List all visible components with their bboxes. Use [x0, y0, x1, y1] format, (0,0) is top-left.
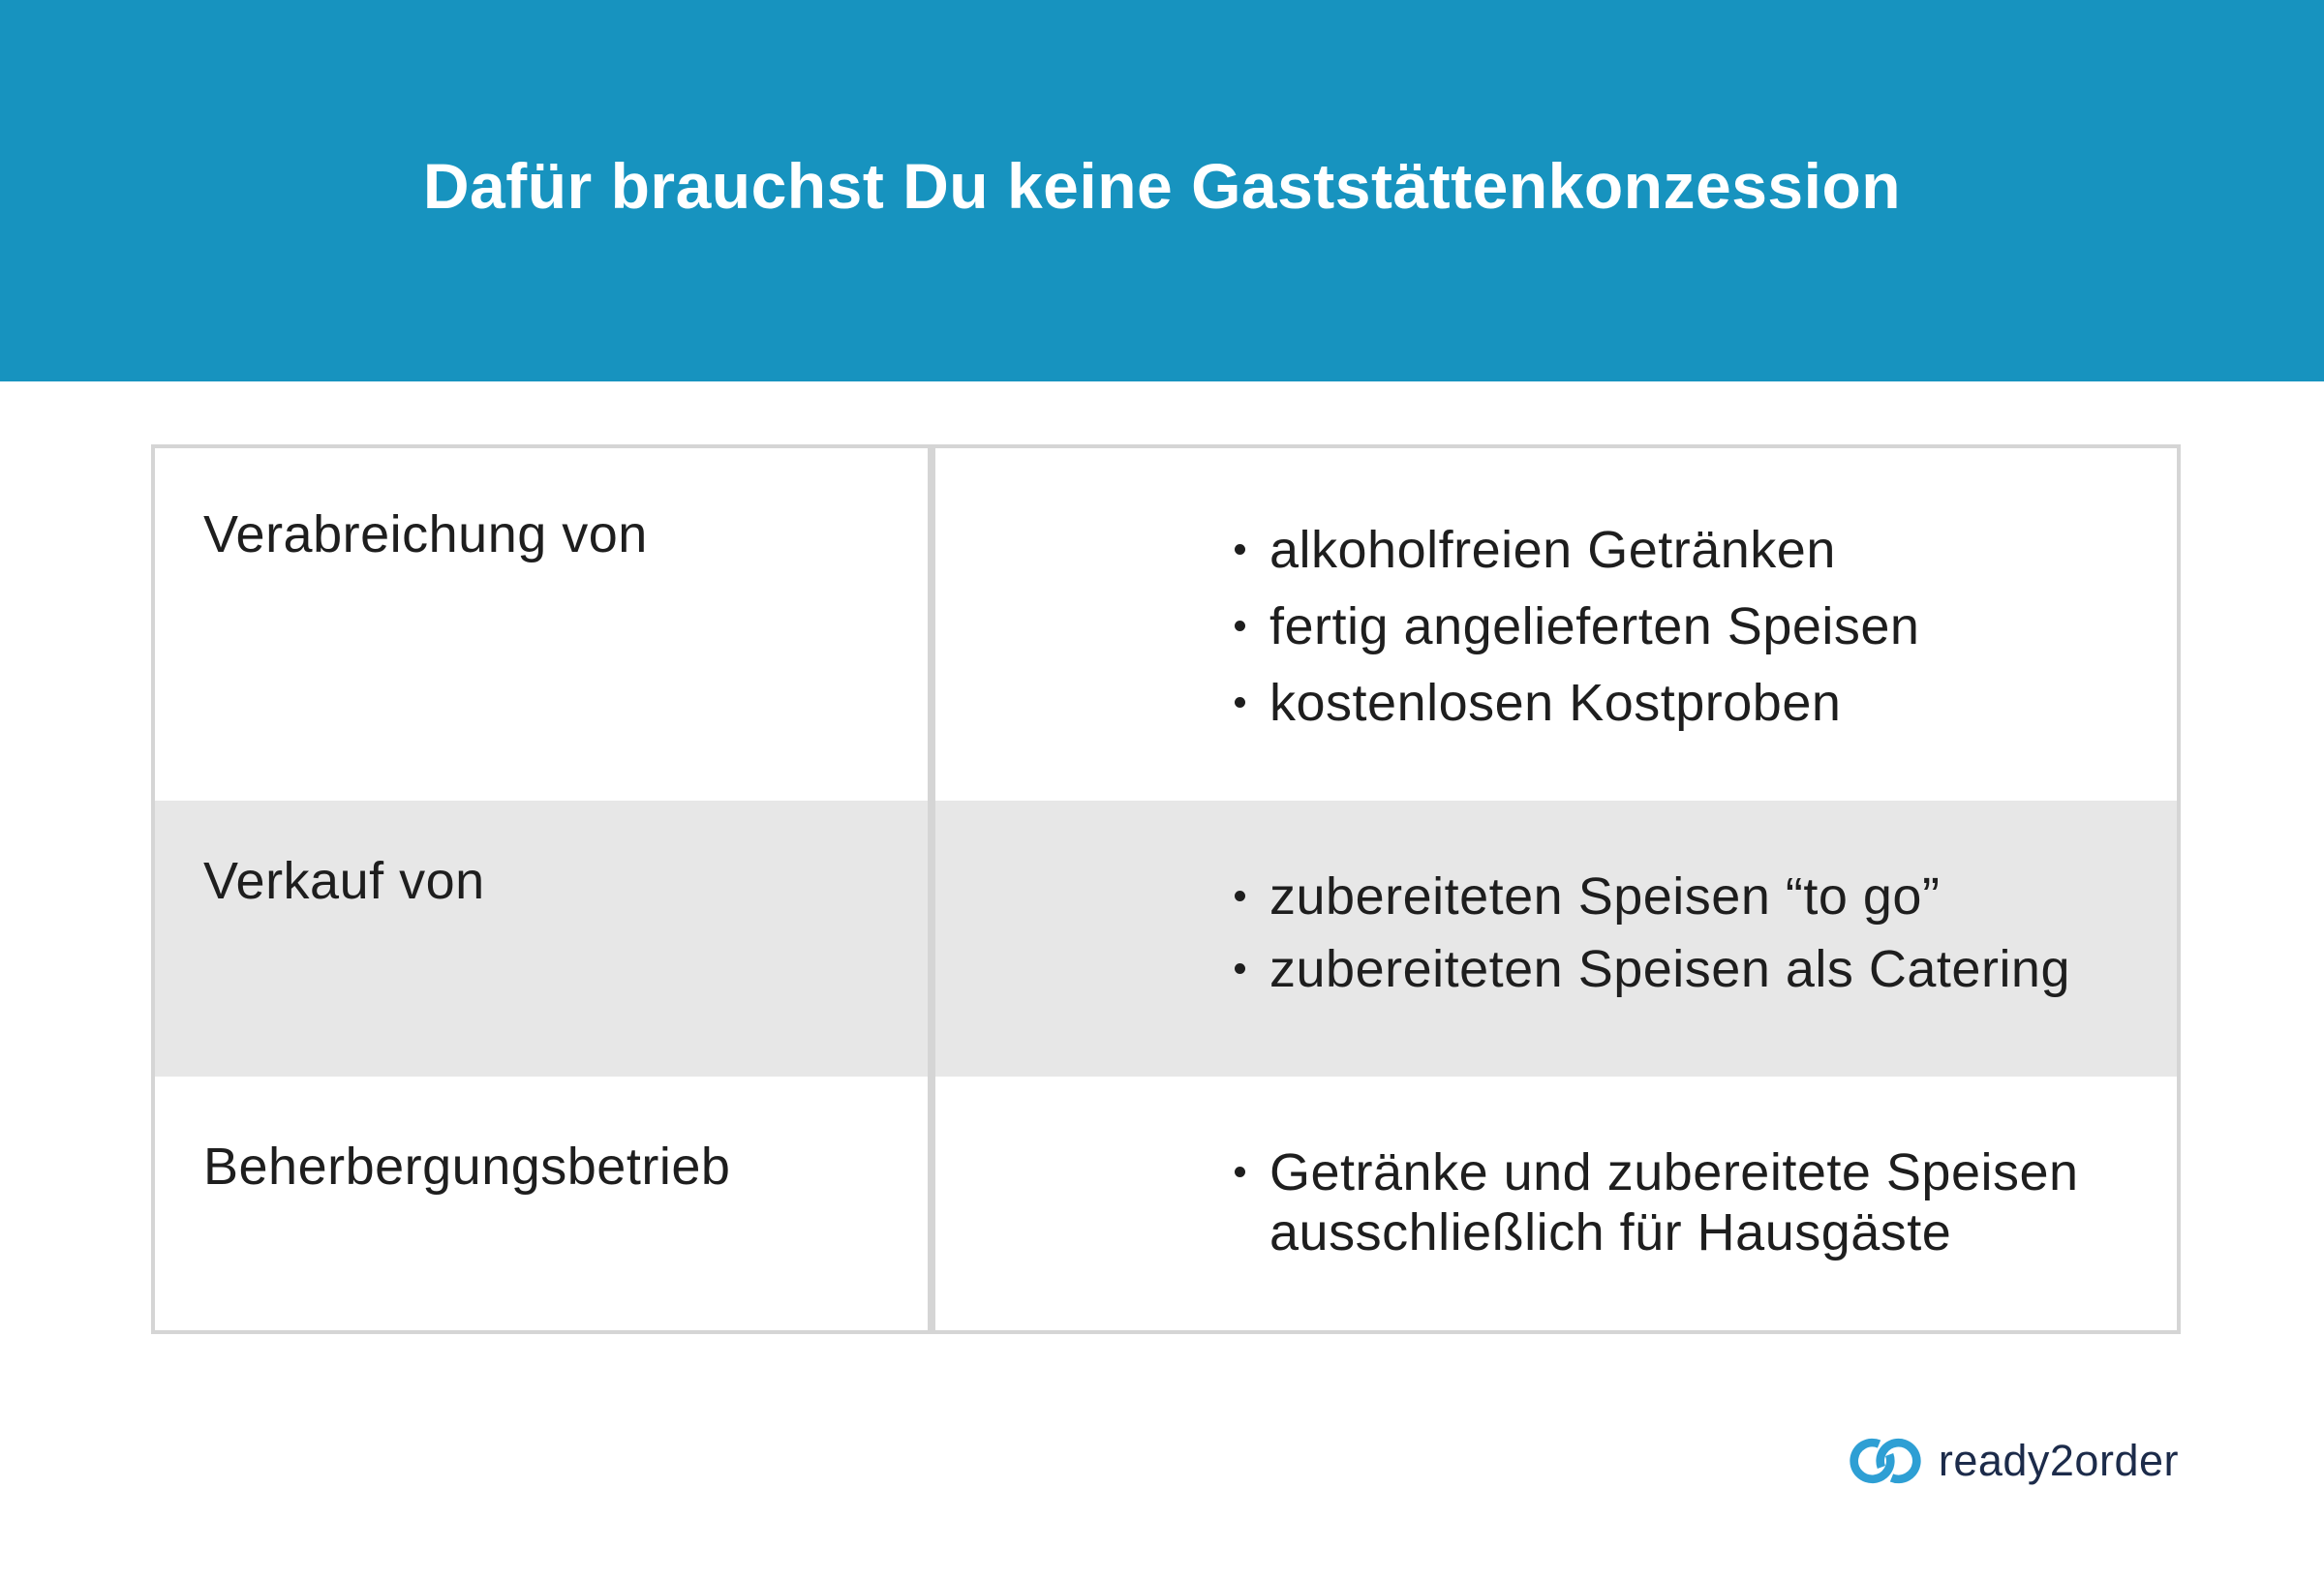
- row-items-cell: zubereiteten Speisen “to go” zubereitete…: [935, 801, 2177, 1077]
- bullet-list: Getränke und zubereitete Speisen ausschl…: [935, 1077, 2177, 1262]
- table-row-verabreichung: Verabreichung von alkoholfreien Getränke…: [155, 448, 2177, 801]
- ready2order-logo: ready2order: [1848, 1435, 2179, 1487]
- logo-wordmark: ready2order: [1938, 1436, 2179, 1485]
- row-label: Beherbergungsbetrieb: [203, 1138, 731, 1196]
- bullet-list: alkoholfreien Getränken fertig angeliefe…: [935, 448, 2177, 733]
- row-label-cell: Verabreichung von: [155, 448, 935, 801]
- list-item: alkoholfreien Getränken: [1235, 520, 2112, 580]
- header-banner: Dafür brauchst Du keine Gaststättenkonze…: [0, 0, 2324, 381]
- page-title: Dafür brauchst Du keine Gaststättenkonze…: [422, 150, 1902, 222]
- list-item: fertig angelieferten Speisen: [1235, 596, 2112, 656]
- table-row-verkauf: Verkauf von zubereiteten Speisen “to go”…: [155, 801, 2177, 1077]
- row-items-cell: Getränke und zubereitete Speisen ausschl…: [935, 1077, 2177, 1330]
- row-label-cell: Beherbergungsbetrieb: [155, 1077, 935, 1330]
- row-label: Verabreichung von: [203, 505, 648, 563]
- table-row-beherbergung: Beherbergungsbetrieb Getränke und zubere…: [155, 1077, 2177, 1330]
- list-item: kostenlosen Kostproben: [1235, 673, 2112, 733]
- list-item: Getränke und zubereitete Speisen ausschl…: [1235, 1142, 2112, 1262]
- row-label-cell: Verkauf von: [155, 801, 935, 1077]
- row-label: Verkauf von: [203, 852, 485, 910]
- concession-table: Verabreichung von alkoholfreien Getränke…: [151, 444, 2181, 1334]
- list-item: zubereiteten Speisen “to go”: [1235, 866, 2112, 927]
- interlocked-rings-icon: [1850, 1438, 1921, 1484]
- bullet-list: zubereiteten Speisen “to go” zubereitete…: [935, 801, 2177, 999]
- list-item: zubereiteten Speisen als Catering: [1235, 939, 2112, 999]
- row-items-cell: alkoholfreien Getränken fertig angeliefe…: [935, 448, 2177, 801]
